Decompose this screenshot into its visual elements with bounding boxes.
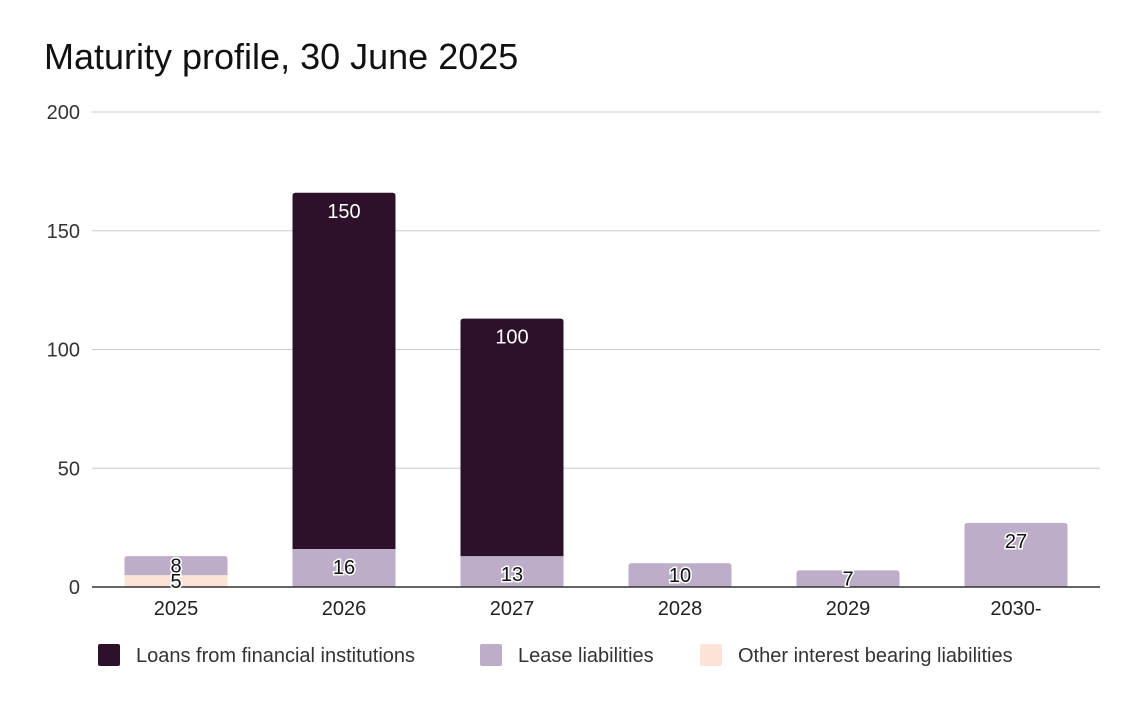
legend-swatch	[700, 644, 722, 666]
data-label: 16	[333, 557, 355, 579]
legend-label: Lease liabilities	[518, 645, 654, 667]
x-tick-label: 2026	[322, 598, 367, 620]
x-tick-label: 2027	[490, 598, 535, 620]
data-label: 8	[170, 556, 181, 578]
x-tick-label: 2030-	[990, 598, 1041, 620]
x-tick-label: 2025	[154, 598, 199, 620]
y-tick-label: 100	[47, 340, 80, 362]
data-label: 13	[501, 564, 523, 586]
bar-segment[interactable]	[628, 563, 732, 587]
bar-layer	[124, 192, 1068, 587]
bar-segment[interactable]	[460, 318, 564, 557]
legend-label: Other interest bearing liabilities	[738, 645, 1013, 667]
label-layer: 58 16 150 13 100 10 7 27	[169, 201, 1029, 595]
legend-swatch	[480, 644, 502, 666]
bar-segment[interactable]	[292, 192, 396, 549]
data-label: 5	[170, 571, 181, 593]
axis-layer: 0 50 100 150 200 2025 2026 2027 2028 2029 2030-	[47, 102, 1100, 620]
x-tick-label: 2029	[826, 598, 871, 620]
bar-segment[interactable]	[124, 556, 228, 576]
x-tick-label: 2028	[658, 598, 703, 620]
bar-segment[interactable]	[292, 549, 396, 587]
data-label: 10	[669, 565, 691, 587]
data-label: 7	[842, 569, 853, 591]
bar-segment[interactable]	[124, 575, 228, 587]
data-label: 150	[327, 201, 360, 223]
data-label: 100	[495, 327, 528, 349]
y-tick-label: 0	[69, 577, 80, 599]
bar-segment[interactable]	[460, 556, 564, 587]
bar-segment[interactable]	[964, 522, 1068, 587]
bar-segment[interactable]	[796, 570, 900, 587]
y-tick-label: 50	[58, 458, 80, 480]
legend-layer: Loans from financial institutions Lease l…	[98, 644, 1013, 667]
legend-swatch	[98, 644, 120, 666]
legend-label: Loans from financial institutions	[136, 645, 415, 667]
y-tick-label: 200	[47, 102, 80, 124]
y-tick-label: 150	[47, 221, 80, 243]
data-label: 27	[1005, 531, 1027, 553]
grid-layer	[92, 111, 1100, 469]
chart-title: Maturity profile, 30 June 2025	[44, 36, 519, 77]
